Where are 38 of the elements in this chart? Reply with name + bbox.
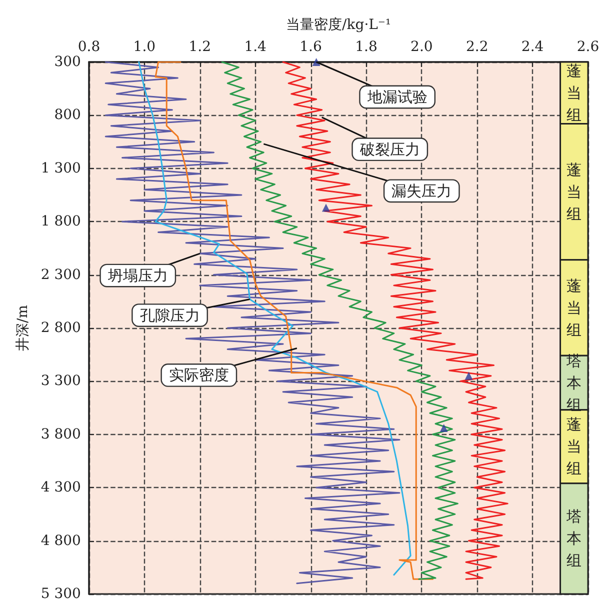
x-tick-label: 2.2 bbox=[466, 39, 488, 55]
x-tick-label: 1.2 bbox=[188, 39, 212, 55]
x-tick-label: 1.8 bbox=[355, 39, 378, 55]
y-tick-label: 1 300 bbox=[40, 160, 81, 176]
y-axis-title: 井深/m bbox=[15, 305, 31, 351]
band-label: 蓬当组 bbox=[566, 160, 582, 223]
band-label: 蓬当组 bbox=[566, 416, 582, 478]
annotation: 破裂压力 bbox=[358, 140, 420, 158]
annotation: 实际密度 bbox=[168, 366, 229, 384]
x-tick-label: 1.6 bbox=[300, 39, 322, 55]
band-label: 塔本组 bbox=[566, 508, 582, 570]
x-tick-label: 2.0 bbox=[410, 39, 433, 55]
y-tick-label: 800 bbox=[54, 107, 81, 124]
x-tick-label: 1.0 bbox=[133, 39, 156, 55]
annotation: 孔隙压力 bbox=[140, 306, 200, 324]
annotation: 坍塌压力 bbox=[106, 266, 168, 285]
y-tick-label: 3 300 bbox=[40, 373, 81, 390]
point bbox=[440, 424, 448, 432]
y-tick-label: 5 300 bbox=[40, 586, 81, 602]
annotation: 地漏试验 bbox=[366, 88, 428, 106]
x-axis-title: 当量密度/kg·L⁻¹ bbox=[286, 17, 391, 33]
x-tick-label: 0.8 bbox=[78, 39, 100, 55]
y-tick-label: 3 800 bbox=[40, 426, 81, 442]
x-tick-label: 1.4 bbox=[244, 39, 267, 55]
x-tick-label: 2.6 bbox=[576, 39, 600, 55]
y-tick-label: 4 800 bbox=[40, 532, 81, 549]
x-tick-label: 2.4 bbox=[521, 39, 544, 55]
band-label: 蓬当组 bbox=[566, 62, 582, 124]
y-tick-label: 300 bbox=[54, 54, 81, 70]
annotation: 漏失压力 bbox=[392, 182, 452, 200]
y-tick-label: 4 300 bbox=[40, 480, 81, 496]
y-tick-label: 2 300 bbox=[40, 266, 81, 283]
y-tick-label: 2 800 bbox=[40, 320, 81, 336]
y-tick-label: 1 800 bbox=[40, 214, 81, 230]
line-series bbox=[282, 61, 508, 580]
point bbox=[322, 204, 330, 212]
point bbox=[464, 372, 473, 380]
band-label: 蓬当组 bbox=[566, 276, 582, 339]
